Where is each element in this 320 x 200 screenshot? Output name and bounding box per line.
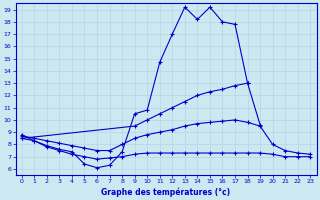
X-axis label: Graphe des températures (°c): Graphe des températures (°c) (101, 187, 231, 197)
